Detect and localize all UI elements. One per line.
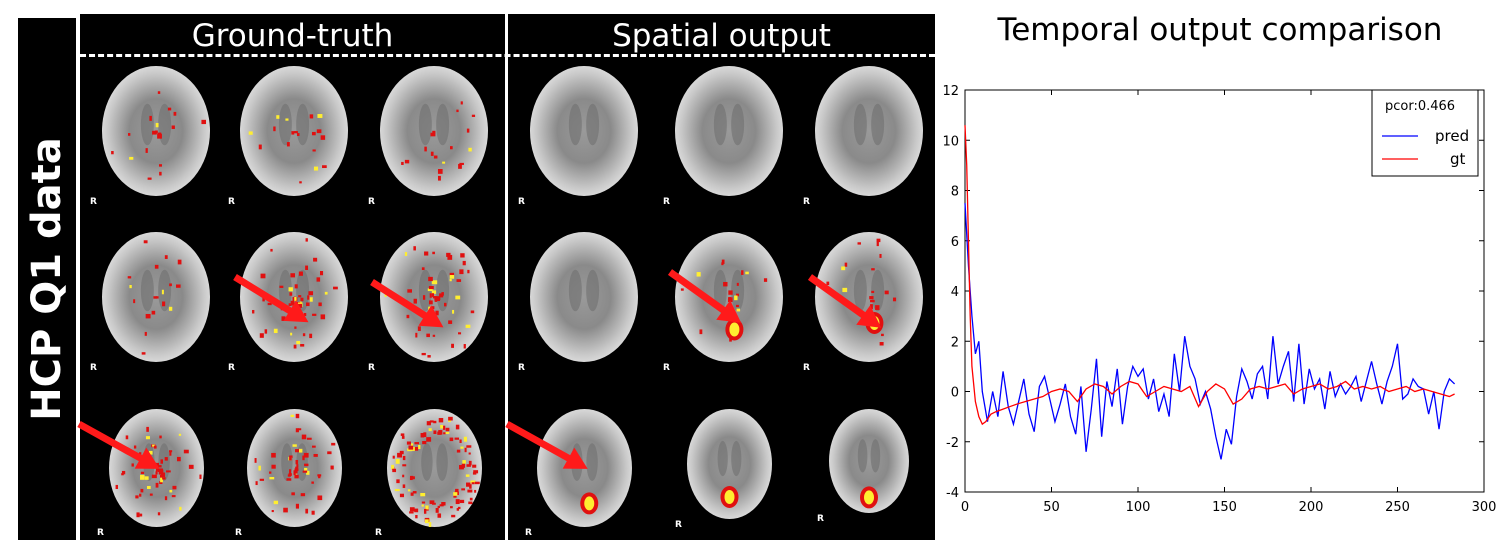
brain-slice: R — [368, 232, 568, 387]
orientation-marker: R — [228, 363, 235, 373]
orientation-marker: R — [518, 197, 525, 207]
brain-slice: R — [90, 232, 290, 387]
brain-image-panel: Ground-truth Spatial output R R R R R R R R R R R R… — [76, 14, 935, 540]
brain-outline — [829, 409, 909, 513]
x-tick-label: 0 — [961, 500, 969, 515]
y-tick-label: -2 — [946, 436, 959, 451]
chart-axes: 0 50 100 150 200 250 300 -4 -2 0 2 4 6 8 10 12 — [942, 84, 1496, 515]
orientation-marker: R — [518, 363, 525, 373]
orientation-marker: R — [368, 197, 375, 207]
orientation-marker: R — [90, 197, 97, 207]
legend-pred-label: pred — [1435, 127, 1469, 145]
orientation-marker: R — [663, 197, 670, 207]
brain-slice: R — [663, 232, 863, 387]
annotation-arrow — [504, 420, 588, 469]
x-tick-label: 50 — [1043, 500, 1060, 515]
y-tick-label: 10 — [942, 134, 959, 149]
x-tick-label: 100 — [1126, 500, 1151, 515]
orientation-marker: R — [817, 514, 824, 524]
brain-slice: R — [504, 409, 712, 552]
ground-truth-title: Ground-truth — [191, 18, 394, 54]
y-tick-label: 2 — [951, 335, 959, 350]
brain-slice: R — [518, 66, 718, 221]
orientation-marker: R — [228, 197, 235, 207]
orientation-marker: R — [235, 528, 242, 538]
orientation-marker: R — [525, 528, 532, 538]
brain-outline — [530, 66, 638, 196]
brain-outline — [686, 409, 772, 519]
brain-slice: R — [803, 66, 1003, 221]
brain-outline — [815, 66, 923, 196]
brain-outline — [815, 232, 923, 362]
orientation-marker: R — [368, 363, 375, 373]
spatial-output-title: Spatial output — [612, 18, 831, 54]
brain-slice: R — [663, 66, 863, 221]
brain-outline — [675, 66, 783, 196]
annotation-arrow — [76, 420, 160, 469]
orientation-marker: R — [803, 197, 810, 207]
brain-slice: R — [518, 232, 718, 387]
y-tick-label: 4 — [951, 285, 959, 300]
chart-legend: pcor:0.466 pred gt — [1371, 89, 1479, 177]
x-tick-label: 200 — [1299, 500, 1324, 515]
y-tick-label: -4 — [946, 486, 959, 501]
temporal-chart: 0 50 100 150 200 250 300 -4 -2 0 2 4 6 8 10 12 pcor:0.4… — [942, 84, 1496, 515]
chart-lines — [964, 125, 1456, 460]
x-tick-label: 250 — [1385, 500, 1410, 515]
series-line-pred — [964, 203, 1456, 460]
brain-slice: R — [228, 66, 428, 221]
y-tick-label: 0 — [951, 386, 959, 401]
brain-outline — [675, 232, 783, 362]
brain-slice: R — [817, 409, 989, 538]
brain-outline — [246, 409, 342, 527]
brain-slice: R — [675, 409, 852, 544]
legend-title: pcor:0.466 — [1385, 99, 1455, 114]
brain-slice: R — [228, 232, 428, 387]
brain-slice: R — [803, 232, 1003, 387]
x-tick-label: 300 — [1472, 500, 1497, 515]
brain-outline — [240, 66, 348, 196]
brain-outline — [386, 409, 482, 527]
legend-gt-label: gt — [1450, 150, 1466, 168]
brain-slice: R — [375, 409, 562, 552]
brain-slice: R — [368, 66, 568, 221]
orientation-marker: R — [90, 363, 97, 373]
y-tick-label: 12 — [942, 84, 959, 99]
orientation-marker: R — [803, 363, 810, 373]
group-divider — [505, 14, 508, 540]
annotation-arrow — [667, 269, 742, 323]
brain-slice: R — [90, 66, 290, 221]
brain-slice: R — [76, 409, 284, 552]
brain-outline — [530, 232, 638, 362]
brain-slice: R — [235, 409, 422, 552]
y-tick-label: 8 — [951, 185, 959, 200]
row-label: HCP Q1 data — [18, 18, 76, 540]
series-line-gt — [964, 125, 1455, 426]
x-tick-label: 150 — [1212, 500, 1237, 515]
orientation-marker: R — [375, 528, 382, 538]
legend-box — [1371, 89, 1479, 177]
annotation-arrow — [807, 274, 882, 328]
chart-title: Temporal output comparison — [997, 12, 1443, 48]
orientation-marker: R — [97, 528, 104, 538]
y-tick-label: 6 — [951, 235, 959, 250]
annotation-arrow — [233, 274, 309, 323]
orientation-marker: R — [663, 363, 670, 373]
annotation-arrow — [370, 279, 444, 328]
orientation-marker: R — [675, 520, 682, 530]
row-label-text: HCP Q1 data — [24, 137, 70, 421]
